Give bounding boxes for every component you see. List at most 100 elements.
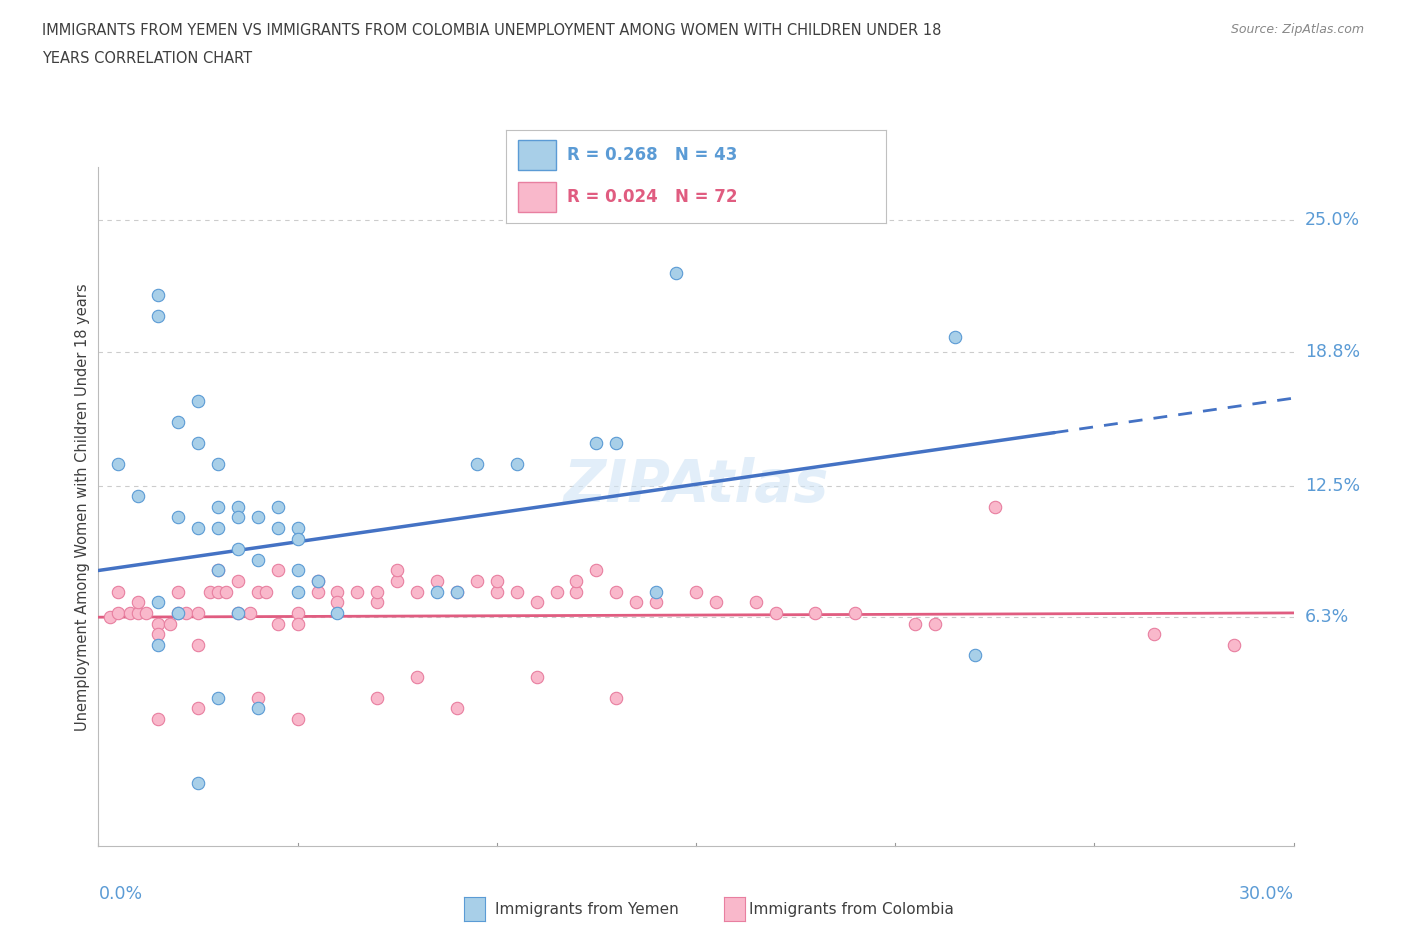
Point [943, 330, 966, 345]
FancyBboxPatch shape [517, 140, 555, 170]
Point [198, 584, 221, 599]
Point [485, 584, 508, 599]
Point [187, 436, 209, 451]
Point [485, 574, 508, 589]
Point [226, 605, 249, 620]
Point [215, 584, 238, 599]
Point [307, 584, 329, 599]
Point [506, 584, 529, 599]
Point [645, 584, 668, 599]
Point [1223, 637, 1246, 652]
Point [254, 584, 277, 599]
Point [246, 584, 269, 599]
Point [246, 552, 269, 567]
Point [187, 605, 209, 620]
Point [1143, 627, 1166, 642]
Point [226, 510, 249, 525]
Text: IMMIGRANTS FROM YEMEN VS IMMIGRANTS FROM COLOMBIA UNEMPLOYMENT AMONG WOMEN WITH : IMMIGRANTS FROM YEMEN VS IMMIGRANTS FROM… [42, 23, 942, 38]
Text: 0.0%: 0.0% [98, 885, 142, 903]
Point [605, 584, 627, 599]
Point [526, 670, 548, 684]
Point [287, 521, 309, 536]
Point [148, 616, 170, 631]
Point [585, 563, 607, 578]
Point [159, 616, 181, 631]
Point [446, 584, 468, 599]
Point [506, 457, 529, 472]
Text: 6.3%: 6.3% [1305, 608, 1348, 626]
Point [685, 584, 707, 599]
Point [605, 436, 627, 451]
Point [187, 521, 209, 536]
Point [924, 616, 946, 631]
Point [287, 616, 309, 631]
Point [665, 266, 688, 281]
Point [207, 457, 229, 472]
Point [187, 776, 209, 790]
Point [704, 595, 727, 610]
Point [226, 574, 249, 589]
Point [366, 595, 388, 610]
Point [98, 610, 122, 625]
Point [366, 690, 388, 705]
Point [267, 499, 290, 514]
Point [207, 521, 229, 536]
Point [187, 701, 209, 716]
Point [904, 616, 927, 631]
Point [585, 436, 607, 451]
Text: Source: ZipAtlas.com: Source: ZipAtlas.com [1230, 23, 1364, 36]
Point [765, 605, 787, 620]
Point [127, 605, 149, 620]
Point [107, 457, 129, 472]
Text: R = 0.024   N = 72: R = 0.024 N = 72 [567, 188, 737, 206]
Text: 25.0%: 25.0% [1305, 211, 1360, 230]
Point [526, 595, 548, 610]
Point [446, 701, 468, 716]
Y-axis label: Unemployment Among Women with Children Under 18 years: Unemployment Among Women with Children U… [75, 283, 90, 731]
Point [366, 584, 388, 599]
Point [963, 648, 986, 663]
Point [983, 499, 1005, 514]
Point [346, 584, 368, 599]
Point [565, 574, 588, 589]
Point [267, 563, 290, 578]
Point [167, 605, 190, 620]
Point [187, 393, 209, 408]
Point [745, 595, 768, 610]
Text: Immigrants from Colombia: Immigrants from Colombia [749, 901, 955, 917]
Point [287, 563, 309, 578]
Point [307, 574, 329, 589]
Text: ZIPAtlas: ZIPAtlas [564, 458, 828, 514]
Point [174, 605, 197, 620]
Point [426, 574, 449, 589]
Point [605, 690, 627, 705]
Point [287, 605, 309, 620]
Point [465, 574, 488, 589]
Text: R = 0.268   N = 43: R = 0.268 N = 43 [567, 146, 737, 165]
Point [207, 499, 229, 514]
Text: 18.8%: 18.8% [1305, 343, 1360, 361]
Point [307, 574, 329, 589]
Point [148, 287, 170, 302]
Point [167, 415, 190, 430]
Point [645, 595, 668, 610]
Point [246, 690, 269, 705]
Point [267, 616, 290, 631]
Point [446, 584, 468, 599]
Text: 30.0%: 30.0% [1239, 885, 1294, 903]
Point [804, 605, 827, 620]
Point [246, 510, 269, 525]
Point [207, 690, 229, 705]
Point [226, 499, 249, 514]
Point [127, 595, 149, 610]
Point [167, 584, 190, 599]
Point [148, 637, 170, 652]
Point [167, 510, 190, 525]
Text: Immigrants from Yemen: Immigrants from Yemen [495, 901, 679, 917]
Point [187, 637, 209, 652]
Point [406, 670, 429, 684]
Point [426, 584, 449, 599]
FancyBboxPatch shape [517, 182, 555, 212]
Point [207, 563, 229, 578]
Point [120, 605, 142, 620]
